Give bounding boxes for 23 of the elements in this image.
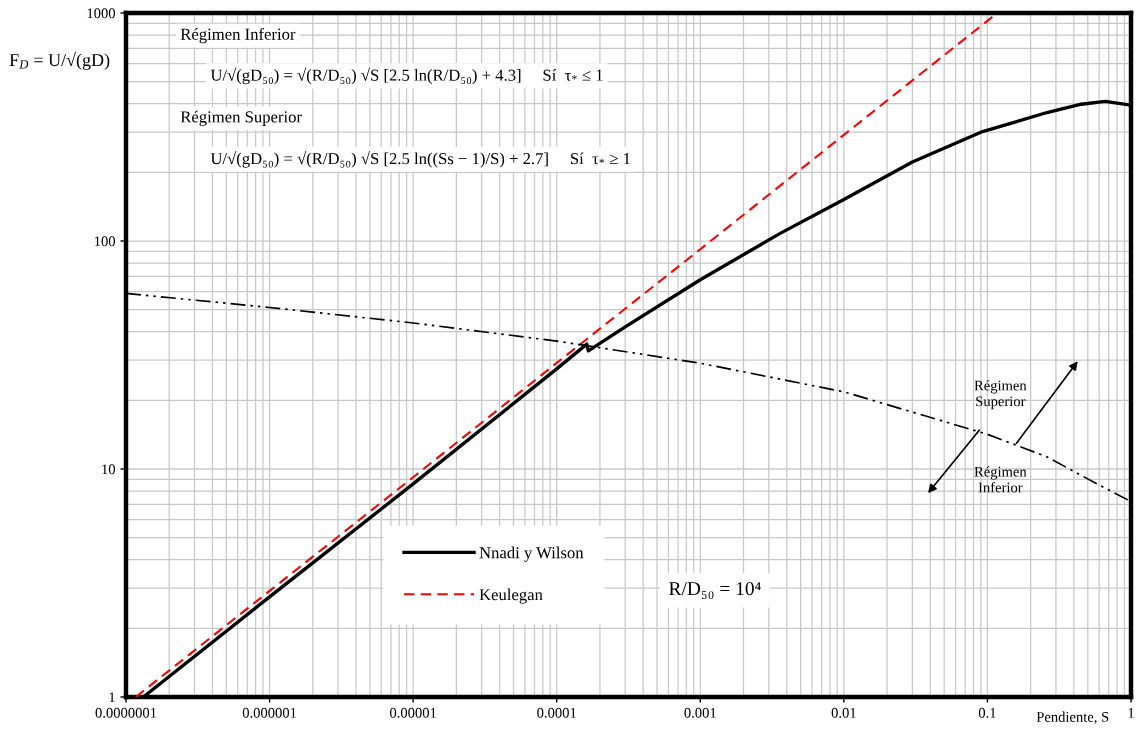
y-tick-label: 10 <box>102 464 116 475</box>
y-tick-label: 1000 <box>87 8 116 19</box>
x-tick-label: 0.000001 <box>242 707 297 718</box>
y-axis-title: F$_{D}$ = U/√(gD) <box>9 51 110 70</box>
annotation: R/D₅₀ = 10⁴ <box>669 582 761 600</box>
x-tick-label: 1 <box>1128 707 1134 718</box>
annotation: Régimen Superior <box>974 380 1027 410</box>
x-tick-label: 0.00001 <box>390 707 436 718</box>
x-tick-label: 0.01 <box>831 707 856 718</box>
y-tick-label: 100 <box>94 236 116 247</box>
annotation: Régimen Superior <box>180 110 302 126</box>
x-tick-label: 0.001 <box>684 707 716 718</box>
x-tick-label: 0.0001 <box>537 707 576 718</box>
annotation: Régimen Inferior <box>180 27 296 44</box>
annotation: U/√(gD₅₀) = √(R/D₅₀) √S [2.5 ln((Ss − 1)/S) + 2.7] Sí τ$_{*}$ ≥ 1 <box>210 150 630 168</box>
annotation: U/√(gD₅₀) = √(R/D₅₀) √S [2.5 ln(R/D₅₀) + 4.3] Sí τ$_{*}$ ≤ 1 <box>210 67 603 85</box>
x-tick-label: 0.1 <box>978 707 996 718</box>
annotation: Régimen Inferior <box>974 466 1027 493</box>
legend-label: Keulegan <box>479 588 543 604</box>
x-tick-label: 0.0000001 <box>95 707 157 718</box>
y-tick-label: 1 <box>109 692 115 703</box>
x-axis-title: Pendiente, S <box>1036 711 1109 724</box>
legend-label: Nnadi y Wilson <box>479 546 584 562</box>
